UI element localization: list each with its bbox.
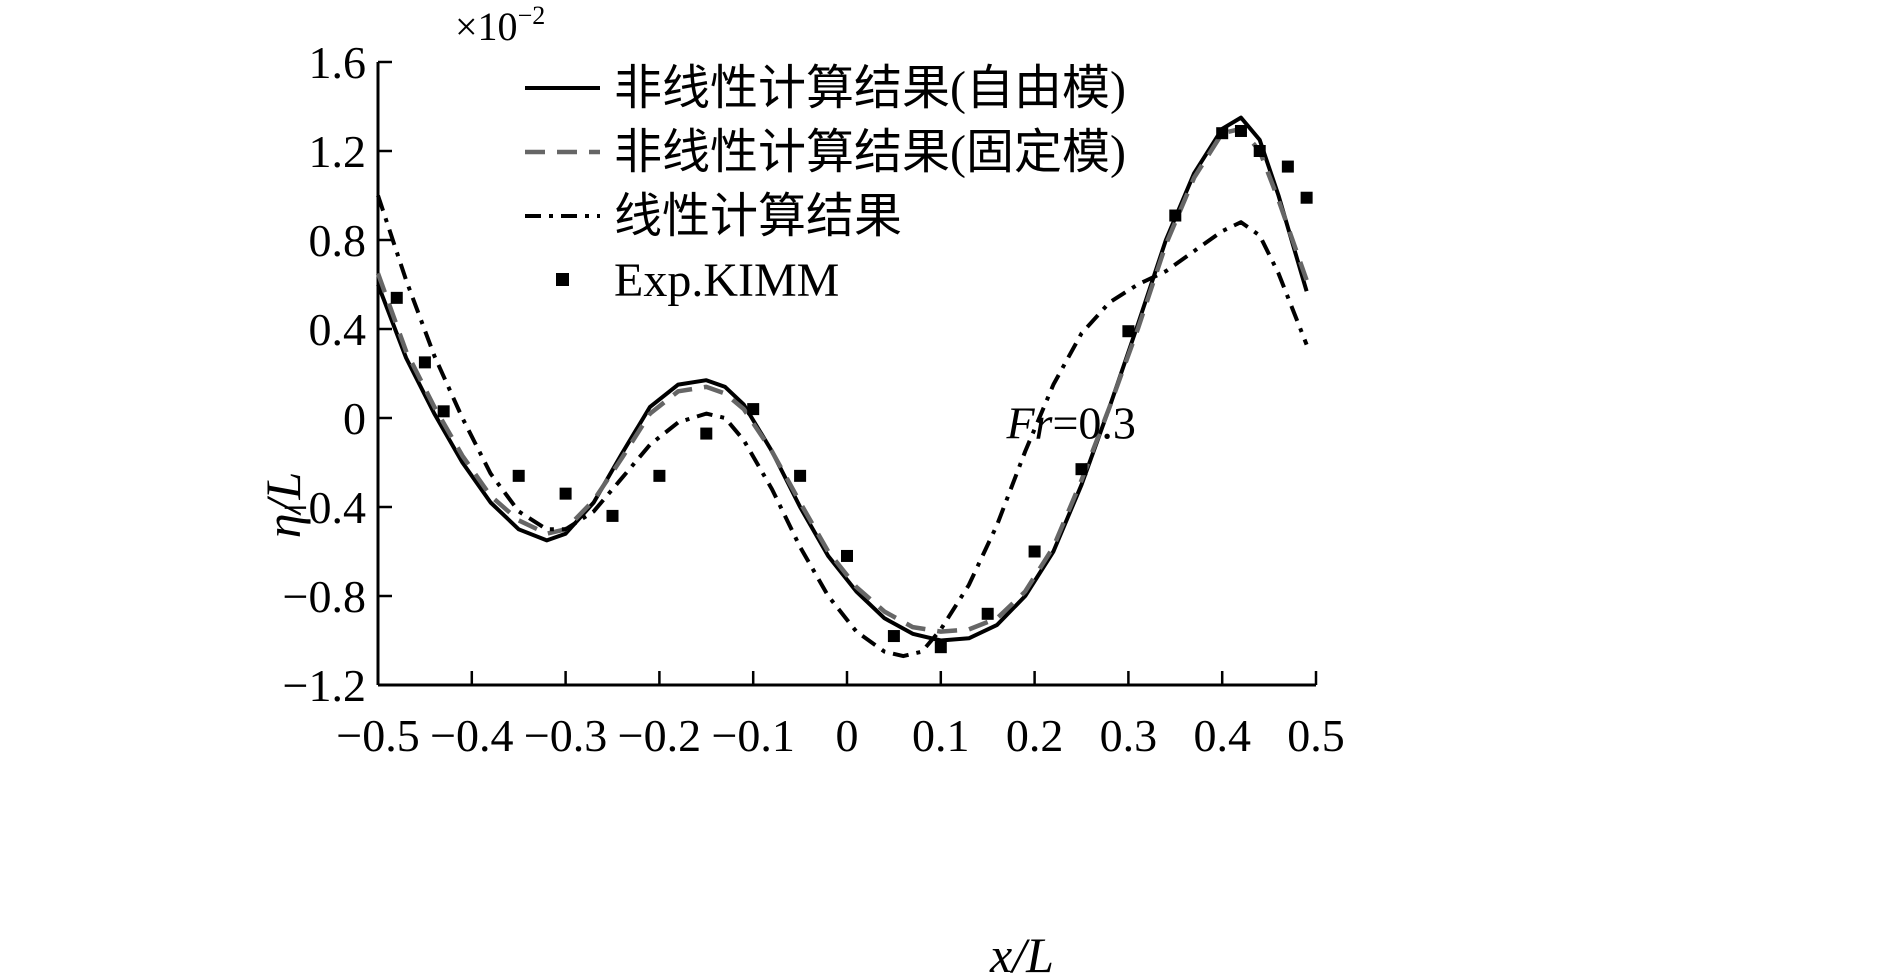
legend: 非线性计算结果(自由模) 非线性计算结果(固定模) 线性计算结果 Exp.KIMM: [525, 62, 1126, 307]
legend-label: Exp.KIMM: [614, 254, 839, 307]
data-point: [934, 641, 947, 654]
x-tick-label: −0.5: [336, 710, 419, 761]
data-point: [1028, 545, 1041, 558]
legend-label: 线性计算结果: [614, 190, 902, 243]
legend-label: 非线性计算结果(固定模): [614, 126, 1126, 179]
y-tick-label: 1.2: [309, 126, 367, 177]
x-tick-label: 0.5: [1287, 710, 1345, 761]
data-point: [606, 509, 619, 522]
y-axis-label: η/L: [255, 472, 311, 539]
legend-entry-2: 非线性计算结果(固定模): [525, 126, 1126, 179]
y-scale-exponent: −2: [518, 1, 546, 30]
y-scale-label: ×10−2: [455, 1, 545, 49]
fr-annotation: Fr=0.3: [1005, 397, 1135, 448]
data-point: [512, 469, 525, 482]
series-line: [375, 126, 1309, 634]
y-tick-label: 1.6: [309, 37, 367, 88]
data-point: [1169, 209, 1182, 222]
y-tick-label: 0.4: [309, 304, 367, 355]
x-tick-label: −0.2: [618, 710, 701, 761]
x-tick-label: 0.4: [1193, 710, 1251, 761]
series-2: [375, 126, 1309, 634]
data-point: [1234, 124, 1247, 137]
y-tick-label: 0.8: [309, 215, 367, 266]
data-point: [1122, 325, 1135, 338]
x-tick-label: −0.1: [711, 710, 794, 761]
x-tick-label: 0: [836, 710, 859, 761]
y-tick-label: −1.2: [283, 660, 366, 711]
data-point: [841, 549, 853, 562]
y-scale-factor: ×10: [455, 4, 518, 49]
data-point: [437, 405, 450, 418]
data-point: [1216, 127, 1229, 140]
data-point: [418, 356, 431, 369]
series-4: [390, 124, 1313, 654]
data-point: [653, 469, 666, 482]
legend-entry-3: 线性计算结果: [525, 190, 902, 243]
x-tick-label: −0.3: [524, 710, 607, 761]
data-point: [700, 427, 713, 440]
legend-label: 非线性计算结果(自由模): [614, 62, 1126, 115]
legend-entry-4: Exp.KIMM: [556, 254, 839, 307]
data-point: [390, 291, 403, 304]
x-tick-label: 0.1: [912, 710, 970, 761]
y-tick-label: 0: [343, 393, 366, 444]
series-layer: [375, 115, 1313, 659]
fr-annotation-prefix: Fr: [1005, 397, 1053, 448]
x-tick-label: 0.3: [1100, 710, 1158, 761]
legend-entry-1: 非线性计算结果(自由模): [525, 62, 1126, 115]
data-point: [559, 487, 572, 500]
x-axis-label: x/L: [989, 927, 1054, 980]
data-point: [1253, 145, 1266, 157]
ticks: −0.5 −0.4 −0.3 −0.2 −0.1 0 0.1 0.2 0.3 0.4 0.5−1.2…: [283, 37, 1345, 761]
series-3: [376, 194, 1309, 659]
data-point: [1300, 191, 1313, 204]
data-point: [1281, 160, 1294, 173]
x-tick-label: 0.2: [1006, 710, 1064, 761]
legend-swatch: [556, 273, 569, 286]
y-tick-label: −0.4: [283, 482, 366, 533]
y-tick-label: −0.8: [283, 571, 366, 622]
data-point: [747, 403, 760, 416]
series-line: [376, 194, 1309, 659]
x-tick-label: −0.4: [430, 710, 513, 761]
data-point: [887, 630, 900, 643]
data-point: [1075, 463, 1088, 476]
fr-annotation-suffix: =0.3: [1052, 397, 1135, 448]
data-point: [794, 469, 807, 482]
data-point: [981, 607, 994, 620]
